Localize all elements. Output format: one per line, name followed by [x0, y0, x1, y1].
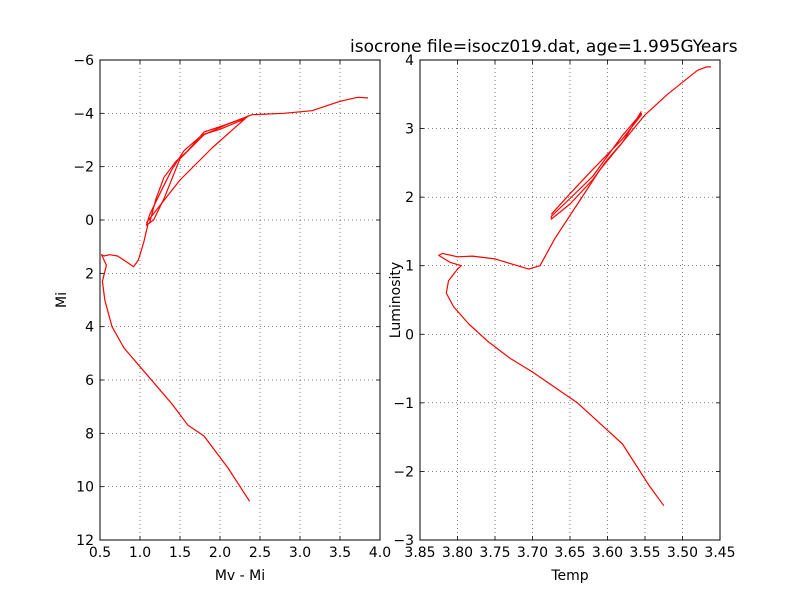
y-tick-label: 10	[76, 480, 94, 496]
x-tick-label: 3.80	[442, 545, 473, 561]
y-tick-label: 4	[405, 53, 414, 69]
y-tick-label: −2	[73, 160, 94, 176]
y-tick-label: 0	[85, 213, 94, 229]
x-tick-label: 2.0	[209, 545, 231, 561]
x-tick-label: 3.55	[629, 545, 660, 561]
x-tick-label: 3.60	[592, 545, 623, 561]
y-tick-label: 2	[405, 190, 414, 206]
y-tick-label: −1	[393, 396, 414, 412]
x-tick-label: 2.5	[249, 545, 271, 561]
y-tick-label: 12	[76, 533, 94, 549]
y-tick-label: −6	[73, 53, 94, 69]
chart-title: isocrone file=isocz019.dat, age=1.995GYe…	[350, 37, 738, 57]
isochrone-curve-segment	[550, 111, 642, 220]
x-tick-label: 0.5	[89, 545, 111, 561]
y-axis-label: Mi	[54, 292, 70, 308]
x-tick-label: 3.45	[704, 545, 735, 561]
y-tick-label: −3	[393, 533, 414, 549]
x-tick-label: 1.0	[129, 545, 151, 561]
x-tick-label: 4.0	[369, 545, 391, 561]
x-tick-label: 3.0	[289, 545, 311, 561]
isochrone-curve-segment	[145, 115, 249, 226]
y-axis-label: Luminosity	[388, 262, 404, 338]
x-tick-label: 3.75	[479, 545, 510, 561]
x-axis-label: Mv - Mi	[215, 568, 265, 584]
chart-panel-2: 3.85 3.80 3.75 3.70 3.65 3.60 3.55 3.50 3.45 −3 −2…	[350, 37, 738, 584]
y-tick-label: 6	[85, 373, 94, 389]
y-tick-label: 4	[85, 320, 94, 336]
y-tick-label: −4	[73, 106, 94, 122]
chart-panel-1: 0.5 1.0 1.5 2.0 2.5 3.0 3.5 4.0 −6 −4 −2 0 2 4 6 8 10 12 M…	[54, 53, 391, 584]
x-tick-label: 3.70	[517, 545, 548, 561]
x-axis-label: Temp	[550, 568, 588, 584]
x-tick-label: 3.85	[404, 545, 435, 561]
y-tick-label: 8	[85, 426, 94, 442]
plot-frame	[99, 59, 381, 541]
y-tick-label: 3	[405, 122, 414, 138]
x-tick-label: 3.50	[667, 545, 698, 561]
y-tick-label: 2	[85, 266, 94, 282]
y-tick-label: 0	[405, 327, 414, 343]
x-tick-label: 1.5	[169, 545, 191, 561]
x-tick-label: 3.5	[329, 545, 351, 561]
x-tick-label: 3.65	[554, 545, 585, 561]
y-tick-label: 1	[405, 259, 414, 275]
y-tick-label: −2	[393, 464, 414, 480]
plot-frame	[419, 59, 721, 541]
